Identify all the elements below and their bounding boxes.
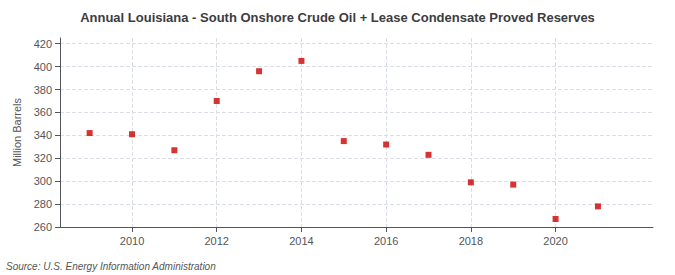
svg-text:2012: 2012	[204, 235, 228, 247]
svg-text:Annual Louisiana - South Onsho: Annual Louisiana - South Onshore Crude O…	[80, 10, 595, 25]
svg-text:Million Barrels: Million Barrels	[11, 97, 23, 167]
svg-text:2016: 2016	[374, 235, 398, 247]
svg-text:280: 280	[34, 198, 52, 210]
svg-text:360: 360	[34, 106, 52, 118]
svg-text:2020: 2020	[543, 235, 567, 247]
svg-text:300: 300	[34, 175, 52, 187]
svg-text:340: 340	[34, 129, 52, 141]
svg-text:320: 320	[34, 152, 52, 164]
svg-text:Source: U.S. Energy Informatio: Source: U.S. Energy Information Administ…	[6, 261, 216, 272]
svg-text:2010: 2010	[120, 235, 144, 247]
svg-text:380: 380	[34, 84, 52, 96]
svg-text:400: 400	[34, 61, 52, 73]
svg-text:2018: 2018	[459, 235, 483, 247]
svg-text:260: 260	[34, 221, 52, 233]
svg-text:420: 420	[34, 38, 52, 50]
svg-text:2014: 2014	[289, 235, 313, 247]
